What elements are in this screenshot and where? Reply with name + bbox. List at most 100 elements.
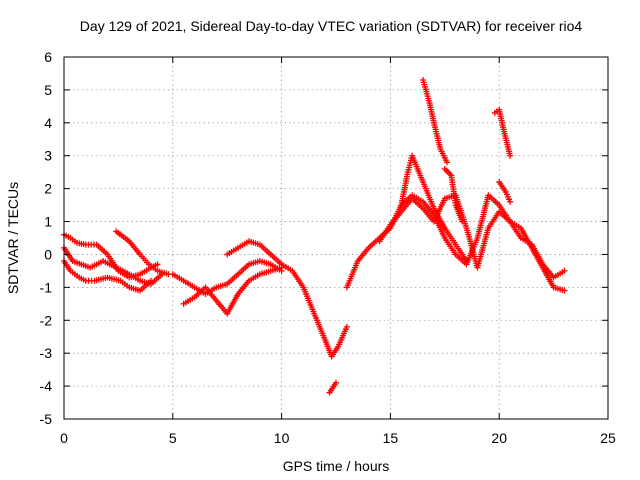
data-point-fill bbox=[66, 265, 73, 272]
data-series bbox=[441, 165, 466, 225]
data-point-fill bbox=[353, 260, 360, 267]
data-series bbox=[420, 77, 450, 166]
data-point-fill bbox=[458, 216, 465, 223]
data-point-fill bbox=[505, 216, 512, 223]
data-point-fill bbox=[152, 266, 159, 273]
data-series bbox=[180, 264, 285, 317]
y-tick-label: -2 bbox=[40, 312, 53, 328]
data-point-fill bbox=[505, 196, 512, 203]
data-point-fill bbox=[473, 237, 480, 244]
x-tick-label: 10 bbox=[274, 430, 290, 446]
data-point-fill bbox=[440, 223, 447, 230]
y-tick-labels: -5 -4 -3 -2 -1 0 1 2 3 4 5 6 bbox=[40, 49, 53, 427]
data-series bbox=[491, 106, 514, 159]
data-point-fill bbox=[418, 203, 425, 210]
data-points bbox=[61, 77, 568, 396]
data-point-fill bbox=[430, 203, 437, 210]
data-point-fill bbox=[146, 279, 153, 286]
data-point-fill bbox=[516, 232, 523, 239]
data-point-fill bbox=[71, 238, 78, 245]
data-point-fill bbox=[417, 197, 424, 204]
data-point-fill bbox=[124, 282, 131, 289]
data-point-fill bbox=[276, 265, 283, 272]
data-point-fill bbox=[135, 249, 142, 256]
data-point-fill bbox=[265, 249, 272, 256]
data-point-fill bbox=[333, 345, 340, 352]
data-point-fill bbox=[90, 241, 97, 248]
data-point-fill bbox=[68, 256, 75, 263]
data-point-fill bbox=[88, 277, 95, 284]
data-point-fill bbox=[189, 283, 196, 290]
data-point-fill bbox=[299, 282, 305, 289]
data-point-fill bbox=[446, 170, 453, 177]
x-tick-label: 5 bbox=[169, 430, 177, 446]
data-point-fill bbox=[559, 269, 566, 276]
data-series bbox=[169, 258, 285, 297]
y-tick-label: -4 bbox=[40, 378, 53, 394]
data-point-fill bbox=[501, 186, 508, 193]
data-series bbox=[113, 228, 172, 278]
data-point-fill bbox=[331, 381, 338, 388]
data-point-fill bbox=[76, 260, 83, 267]
y-tick-label: 1 bbox=[44, 214, 52, 230]
data-point-fill bbox=[559, 286, 566, 293]
data-point-fill bbox=[124, 270, 131, 277]
data-point-fill bbox=[102, 249, 109, 256]
data-point-fill bbox=[115, 277, 122, 284]
data-point-fill bbox=[163, 270, 170, 277]
data-point-fill bbox=[124, 236, 131, 243]
data-point-fill bbox=[451, 249, 458, 256]
data-point-fill bbox=[65, 233, 72, 240]
data-series bbox=[376, 192, 568, 281]
data-point-fill bbox=[243, 239, 250, 246]
data-point-fill bbox=[134, 286, 141, 293]
data-point-fill bbox=[244, 279, 251, 286]
data-point-fill bbox=[462, 255, 469, 262]
data-point-fill bbox=[425, 97, 432, 104]
data-series bbox=[224, 238, 350, 360]
data-series bbox=[326, 379, 339, 396]
data-point-fill bbox=[178, 276, 185, 283]
x-axis-label: GPS time / hours bbox=[283, 458, 390, 474]
y-tick-label: 4 bbox=[44, 115, 52, 131]
data-point-fill bbox=[211, 295, 218, 302]
data-point-fill bbox=[436, 143, 443, 150]
data-point-fill bbox=[500, 124, 507, 131]
data-point-fill bbox=[80, 276, 87, 283]
data-point-fill bbox=[276, 259, 283, 266]
data-point-fill bbox=[144, 259, 151, 266]
data-point-fill bbox=[254, 240, 261, 247]
data-point-fill bbox=[451, 239, 458, 246]
data-point-fill bbox=[254, 272, 261, 279]
data-point-fill bbox=[265, 268, 272, 275]
data-series bbox=[61, 231, 161, 281]
data-point-fill bbox=[222, 281, 229, 288]
y-tick-label: 6 bbox=[44, 49, 52, 65]
data-point-fill bbox=[396, 210, 403, 217]
data-point-fill bbox=[442, 157, 449, 164]
data-point-fill bbox=[506, 150, 513, 157]
data-point-fill bbox=[244, 262, 251, 269]
y-tick-label: 3 bbox=[44, 148, 52, 164]
y-tick-label: -5 bbox=[40, 411, 53, 427]
data-point-fill bbox=[111, 263, 118, 270]
x-tick-label: 25 bbox=[600, 430, 616, 446]
data-point-fill bbox=[549, 282, 556, 289]
data-point-fill bbox=[462, 222, 469, 229]
data-point-fill bbox=[452, 199, 459, 206]
data-point-fill bbox=[494, 200, 501, 207]
data-point-fill bbox=[526, 240, 533, 247]
data-point-fill bbox=[404, 171, 411, 178]
x-tick-label: 15 bbox=[383, 430, 399, 446]
y-axis-label: SDTVAR / TECUs bbox=[5, 182, 21, 294]
data-series bbox=[343, 192, 568, 294]
y-tick-label: 2 bbox=[44, 181, 52, 197]
data-point-fill bbox=[386, 223, 393, 230]
x-tick-label: 20 bbox=[491, 430, 507, 446]
data-point-fill bbox=[440, 232, 447, 239]
y-tick-label: 5 bbox=[44, 82, 52, 98]
y-tick-label: 0 bbox=[44, 246, 52, 262]
data-point-fill bbox=[342, 326, 349, 333]
